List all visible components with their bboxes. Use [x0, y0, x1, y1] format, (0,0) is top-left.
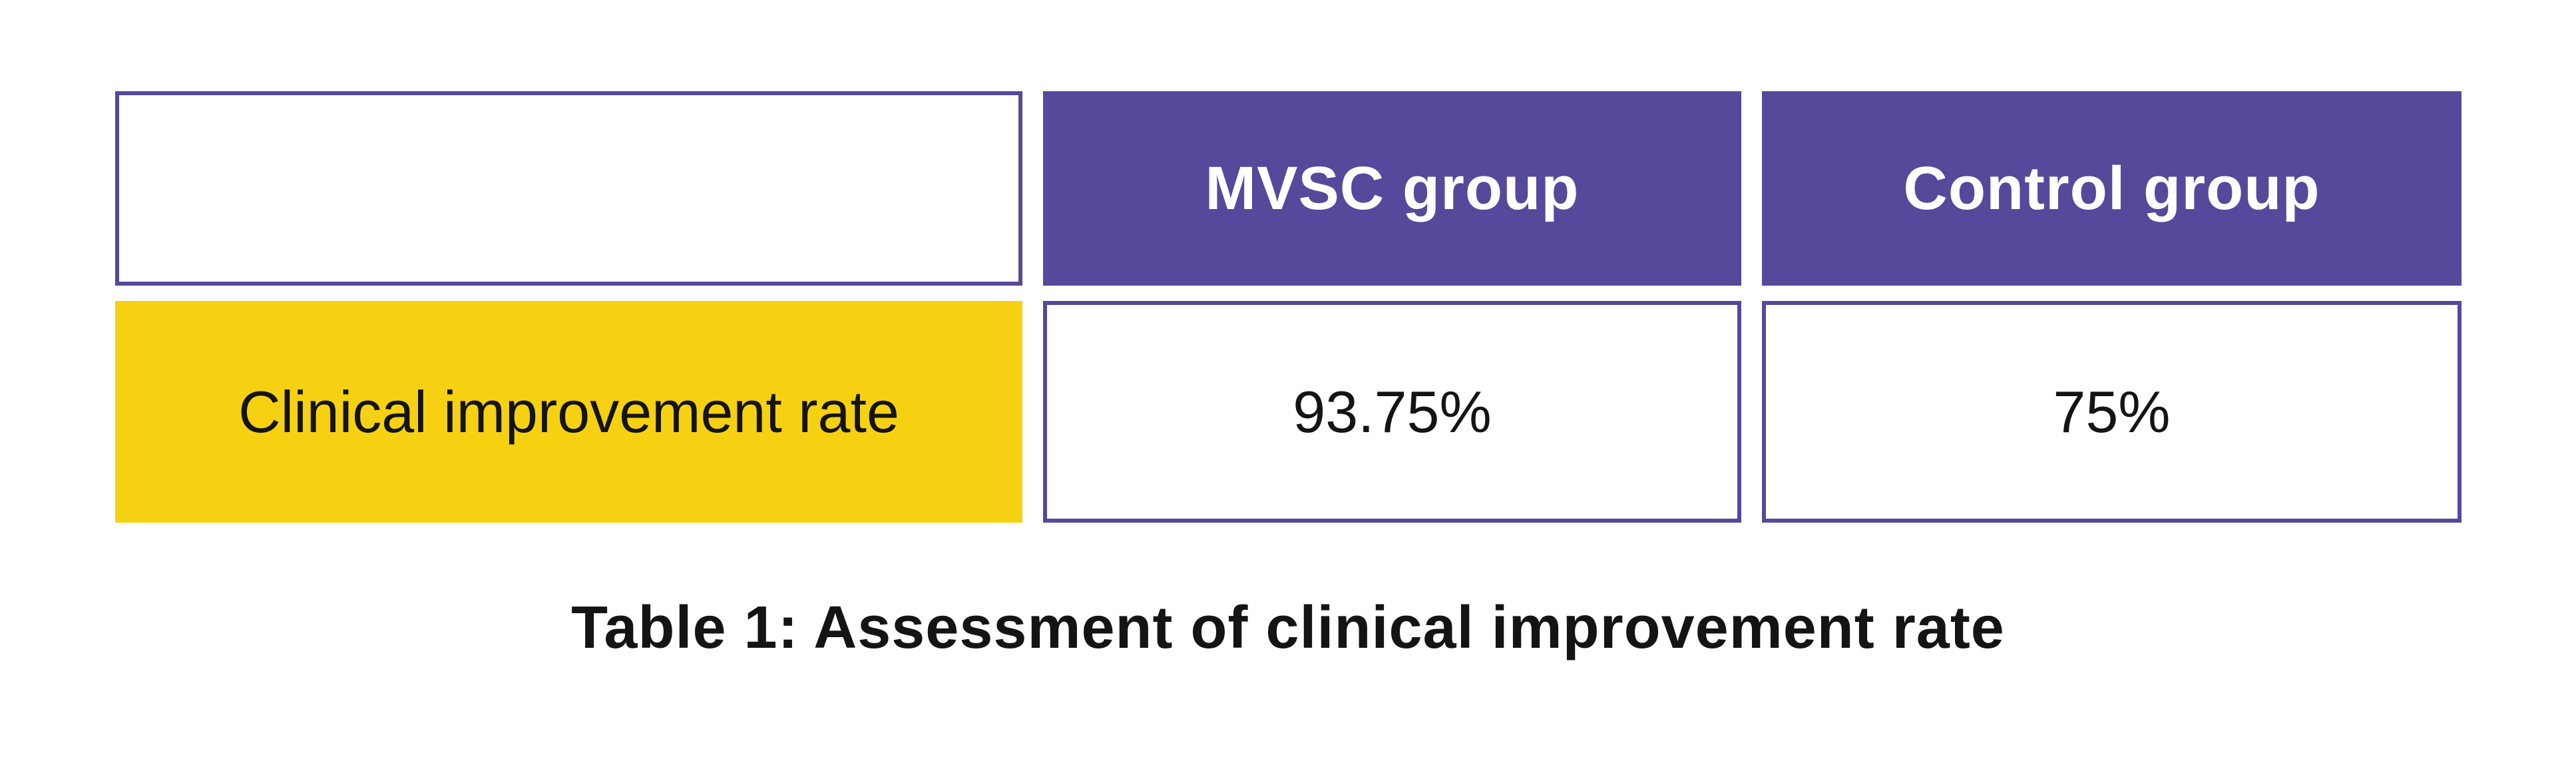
- clinical-improvement-table: MVSC group Control group Clinical improv…: [115, 91, 2462, 523]
- header-cell-control-group: Control group: [1762, 91, 2462, 286]
- table-caption: Table 1: Assessment of clinical improvem…: [571, 595, 2005, 661]
- header-cell-empty: [115, 91, 1022, 286]
- row-label-text: Clinical improvement rate: [238, 378, 899, 445]
- mvsc-group-header-label: MVSC group: [1205, 154, 1580, 222]
- row-label-cell-clinical-improvement-rate: Clinical improvement rate: [115, 301, 1022, 523]
- header-cell-mvsc-group: MVSC group: [1043, 91, 1741, 286]
- mvsc-group-value: 93.75%: [1293, 378, 1492, 445]
- control-group-header-label: Control group: [1903, 154, 2320, 222]
- value-cell-mvsc-group: 93.75%: [1043, 301, 1741, 523]
- control-group-value: 75%: [2053, 378, 2171, 445]
- value-cell-control-group: 75%: [1762, 301, 2462, 523]
